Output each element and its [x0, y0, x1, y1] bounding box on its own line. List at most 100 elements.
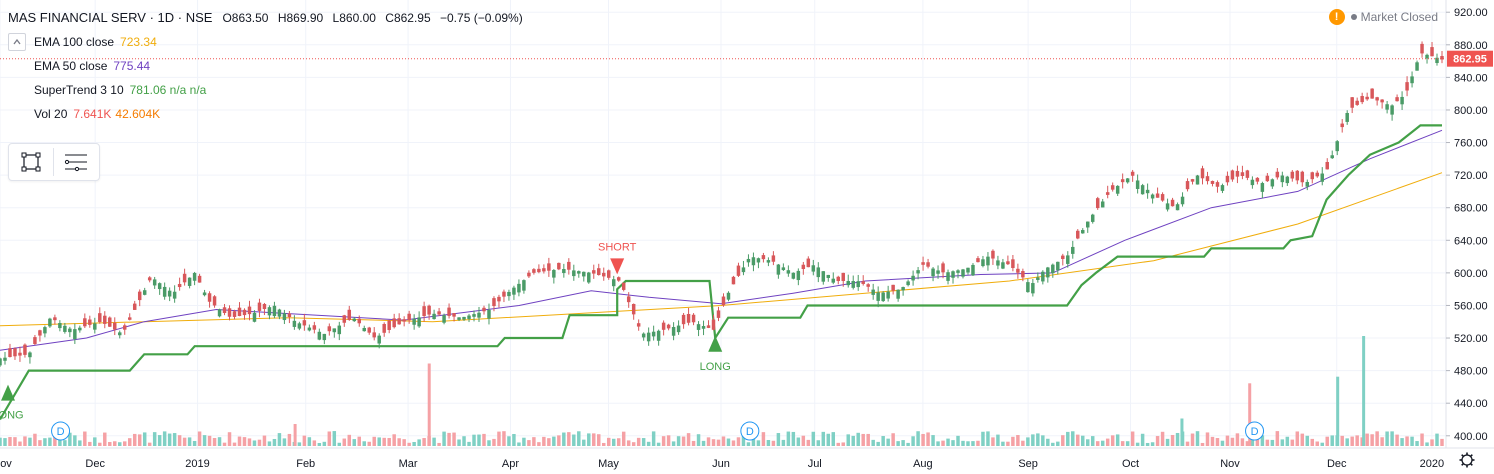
indicator-ema100[interactable]: EMA 100 close 723.34 [8, 30, 529, 54]
dividend-label: D [746, 426, 754, 438]
indicator-volume[interactable]: Vol 20 7.641K 42.604K [8, 102, 529, 126]
market-status[interactable]: ! Market Closed [1328, 9, 1438, 25]
volume-bar [1125, 441, 1130, 446]
candle-body [202, 292, 207, 296]
candle-body [312, 325, 317, 330]
candle-body [83, 318, 87, 327]
volume-value: 7.641K [73, 107, 112, 121]
candle-body [901, 287, 905, 291]
price-tick-label: 680.00 [1454, 203, 1488, 215]
candle-body [257, 302, 262, 311]
candle-body [1046, 267, 1050, 278]
price-tick-label: 840.00 [1454, 72, 1488, 84]
volume-bar [651, 431, 656, 446]
candle-body [113, 322, 117, 330]
candle-body [177, 283, 182, 288]
volume-bar [192, 440, 197, 446]
time-tick-label: Nov [1220, 458, 1240, 470]
candle-body [307, 327, 312, 331]
volume-bar [397, 438, 401, 446]
gear-tooth [1469, 462, 1473, 466]
candle-body [921, 262, 925, 265]
time-tick-label: May [598, 458, 619, 470]
volume-bar [472, 434, 476, 446]
candle-body [3, 357, 7, 361]
volume-bar [1265, 439, 1270, 446]
time-tick-label: ov [0, 458, 12, 470]
candle-body [926, 262, 930, 267]
volume-bar [312, 440, 317, 446]
candle-body [1300, 171, 1305, 183]
candle-body [1026, 282, 1030, 293]
settings-gear-icon[interactable] [1459, 452, 1475, 468]
list-icon[interactable] [54, 144, 98, 180]
candle-body [1290, 171, 1295, 179]
candle-body [1011, 259, 1015, 269]
candle-body [537, 268, 541, 273]
volume-bar [916, 431, 920, 446]
candle-body [961, 269, 965, 277]
candle-body [212, 296, 217, 306]
volume-bar [1026, 437, 1030, 446]
candle-body [1250, 179, 1255, 186]
volume-bar [73, 435, 77, 446]
volume-bar [1440, 438, 1444, 446]
symbol-title[interactable]: MAS FINANCIAL SERV · 1D · NSE [8, 10, 213, 25]
candle-body [711, 319, 716, 330]
volume-bar [731, 440, 736, 446]
volume-bar [113, 441, 117, 446]
volume-bar [287, 433, 292, 446]
time-tick-label: Feb [296, 458, 315, 470]
volume-bar [267, 441, 272, 446]
volume-bar [297, 442, 302, 446]
indicator-ema50[interactable]: EMA 50 close 775.44 [8, 54, 529, 78]
candle-body [946, 272, 950, 281]
chevron-up-icon[interactable] [8, 33, 26, 51]
volume-bar [103, 432, 107, 446]
volume-bar [33, 433, 37, 446]
volume-bar [631, 442, 636, 446]
candle-body [841, 272, 845, 282]
candle-body [636, 323, 641, 327]
candle-body [567, 261, 571, 270]
candle-body [831, 278, 836, 283]
volume-bar [966, 441, 970, 446]
candle-body [756, 258, 761, 263]
volume-bar [801, 435, 806, 446]
candle-body [123, 325, 127, 330]
indicator-supertrend[interactable]: SuperTrend 3 10 781.06 n/a n/a [8, 78, 529, 102]
candle-body [1260, 183, 1265, 192]
candle-body [871, 289, 875, 295]
candle-body [0, 358, 2, 366]
volume-bar [142, 432, 147, 446]
volume-bar [127, 438, 132, 446]
candle-body [1350, 97, 1354, 108]
candle-body [1220, 185, 1225, 191]
volume-spike [1336, 376, 1340, 446]
volume-bar [761, 432, 766, 446]
square-icon[interactable] [9, 144, 53, 180]
warning-icon[interactable]: ! [1328, 9, 1345, 25]
candle-body [746, 258, 751, 263]
candle-body [826, 274, 831, 278]
candle-body [821, 271, 826, 282]
candle-body [956, 270, 960, 273]
volume-bar [277, 433, 282, 446]
candle-body [976, 258, 980, 263]
candle-body [587, 272, 591, 283]
volume-bar [1240, 438, 1245, 446]
volume-bar [222, 442, 227, 446]
candle-body [362, 327, 366, 332]
volume-bar [507, 436, 511, 446]
volume-bar [766, 440, 771, 446]
candle-body [681, 314, 686, 325]
candle-body [13, 348, 17, 357]
volume-bar [137, 434, 142, 446]
candle-body [172, 291, 177, 299]
candle-body [497, 296, 501, 302]
volume-bar [282, 438, 287, 446]
volume-bar [681, 436, 686, 446]
candle-body [736, 265, 741, 276]
long-label: LONG [0, 410, 24, 422]
